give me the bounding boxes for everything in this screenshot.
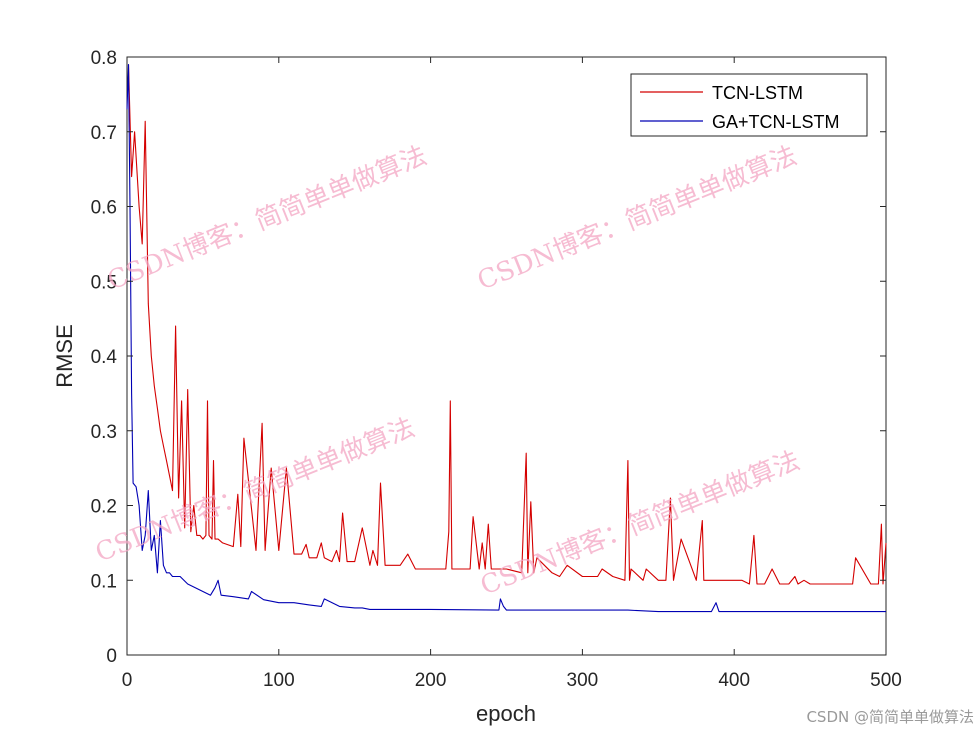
- plot-area: [126, 56, 887, 656]
- y-tick-label: 0.7: [91, 123, 117, 144]
- x-tick-label: 200: [415, 670, 447, 691]
- x-tick-label: 500: [870, 670, 902, 691]
- series-line-ga-tcn-lstm: [126, 63, 886, 613]
- y-tick-label: 0: [106, 646, 117, 667]
- y-tick-label: 0.4: [91, 347, 118, 368]
- y-tick-label: 0.1: [91, 571, 117, 592]
- legend: TCN-LSTM GA+TCN-LSTM: [630, 73, 868, 137]
- y-axis-ticks: 0 0.1 0.2 0.3 0.4 0.5 0.6 0.7 0.8: [91, 48, 886, 667]
- x-axis-label: epoch: [476, 701, 536, 726]
- series-layer: [126, 63, 887, 613]
- legend-box: [630, 73, 868, 137]
- y-tick-label: 0.6: [91, 198, 117, 219]
- y-tick-label: 0.3: [91, 422, 117, 443]
- x-axis-ticks: 0 100 200 300 400 500: [122, 57, 902, 691]
- y-axis-label: RMSE: [52, 324, 77, 388]
- corner-watermark: CSDN @简简单单做算法: [806, 708, 974, 726]
- y-tick-label: 0.5: [91, 272, 117, 293]
- legend-label-ga-tcn-lstm: GA+TCN-LSTM: [712, 112, 840, 132]
- y-tick-label: 0.2: [91, 497, 117, 518]
- x-tick-label: 0: [122, 670, 133, 691]
- y-tick-label: 0.8: [91, 48, 117, 69]
- x-tick-label: 100: [263, 670, 295, 691]
- legend-label-tcn-lstm: TCN-LSTM: [712, 83, 803, 103]
- x-tick-label: 300: [567, 670, 599, 691]
- x-tick-label: 400: [718, 670, 750, 691]
- series-line-tcn-lstm: [127, 64, 887, 585]
